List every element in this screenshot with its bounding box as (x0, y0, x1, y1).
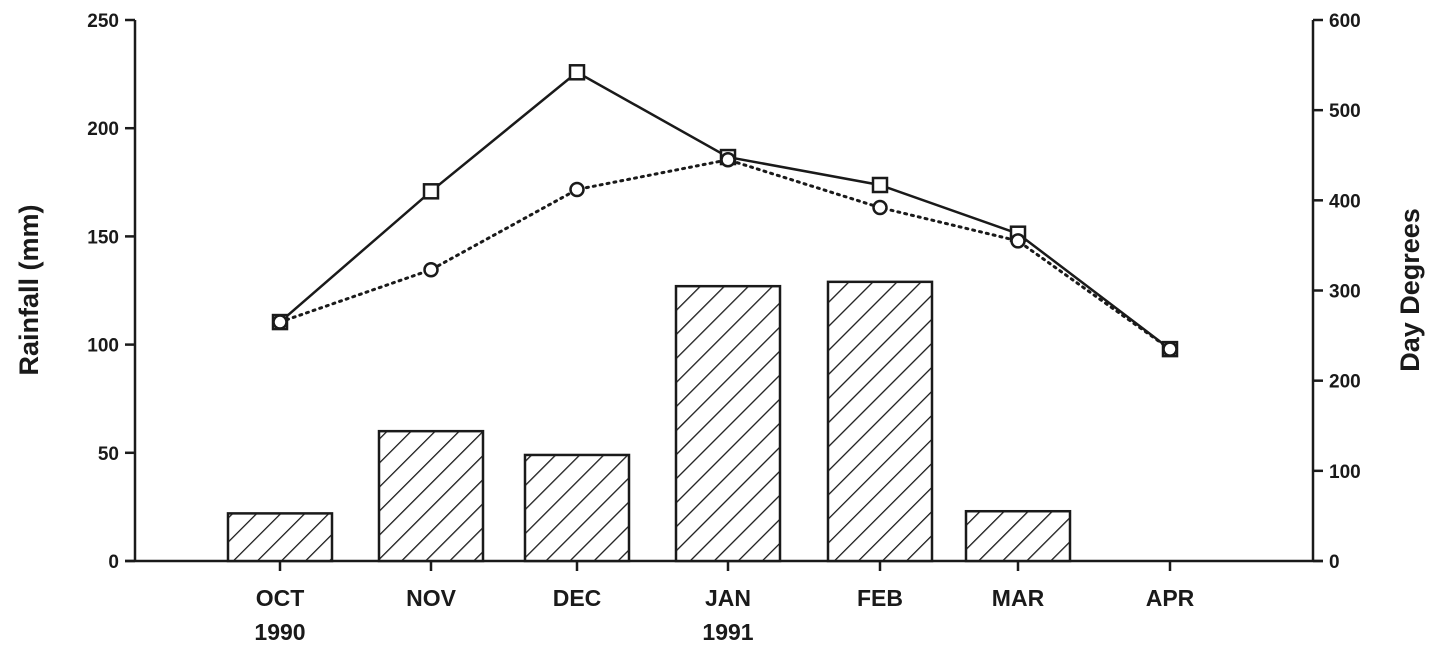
rainfall-bar (523, 453, 631, 563)
left-tick-label: 150 (87, 227, 119, 248)
left-y-ticks: 0 50 100 150 200 250 (87, 11, 135, 573)
right-tick-label: 200 (1329, 372, 1361, 393)
right-tick-label: 400 (1329, 191, 1361, 212)
x-ticks (278, 561, 1172, 571)
circle-marker (872, 199, 888, 216)
category-label: APR (1146, 585, 1195, 611)
right-tick-label: 0 (1329, 552, 1340, 573)
circle-marker (423, 262, 439, 278)
left-axis-title: Rainfall (mm) (14, 204, 44, 375)
right-tick-label: 100 (1329, 462, 1361, 483)
rainfall-bar (377, 429, 485, 563)
category-label: MAR (992, 585, 1045, 611)
left-tick-label: 250 (87, 11, 119, 32)
day-degree-lines (271, 64, 1179, 358)
category-sublabel: 1990 (254, 619, 305, 645)
right-y-axis: 0 100 200 300 400 500 600 (1311, 11, 1361, 573)
rainfall-bars (226, 280, 1072, 563)
category-label: NOV (406, 585, 457, 611)
left-tick-label: 200 (87, 119, 119, 140)
category-label: OCT (256, 585, 305, 611)
right-tick-label: 600 (1329, 11, 1361, 32)
left-tick-label: 100 (87, 336, 119, 357)
square-marker (568, 64, 586, 81)
left-tick-label: 0 (108, 552, 119, 573)
category-labels: OCT 1990 NOV DEC JAN 1991 FEB MAR APR (254, 585, 1194, 645)
rainfall-bar (226, 512, 334, 563)
square-marker (422, 183, 440, 200)
category-label: FEB (857, 585, 903, 611)
circle-marker (569, 181, 585, 198)
square-marker (871, 176, 889, 194)
right-tick-label: 300 (1329, 282, 1361, 303)
left-y-axis: 0 50 100 150 200 250 (87, 11, 137, 573)
category-sublabel: 1991 (702, 619, 753, 645)
circle-marker (1010, 233, 1026, 249)
category-label: JAN (705, 585, 751, 611)
right-y-ticks: 0 100 200 300 400 500 600 (1313, 11, 1361, 573)
right-tick-label: 500 (1329, 101, 1361, 122)
category-label: DEC (553, 585, 602, 611)
left-tick-label: 50 (98, 444, 119, 465)
circle-marker (272, 314, 288, 330)
rainfall-bar (826, 280, 934, 563)
circle-marker (720, 152, 736, 168)
rainfall-bar (674, 284, 782, 563)
rainfall-bar (964, 509, 1072, 563)
circle-marker (1162, 341, 1178, 357)
right-axis-title: Day Degrees (1395, 208, 1425, 372)
x-axis (125, 559, 1323, 571)
